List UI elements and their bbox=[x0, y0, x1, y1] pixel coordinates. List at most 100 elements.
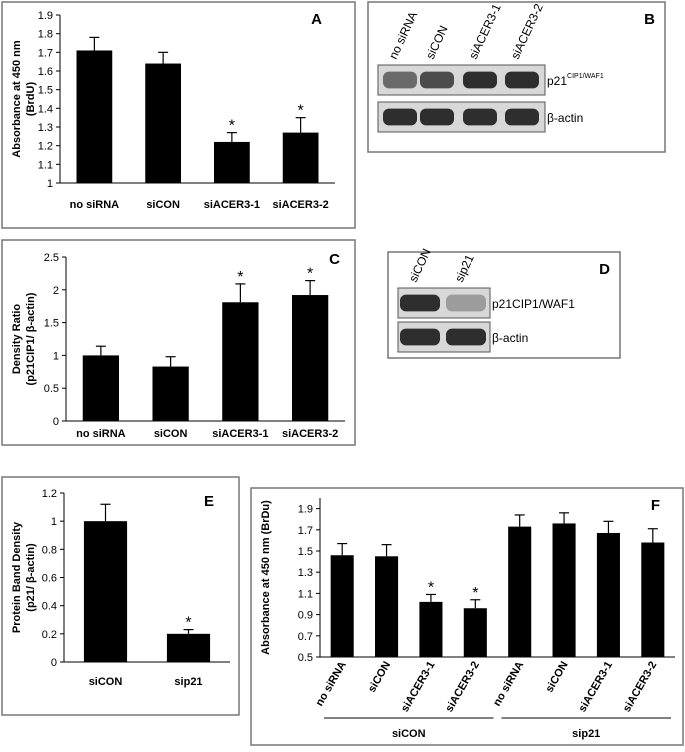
lane-label: no siRNA bbox=[386, 9, 420, 61]
x-tick-label: siCON bbox=[366, 659, 393, 694]
bar bbox=[145, 63, 181, 183]
bar bbox=[596, 532, 620, 657]
bar bbox=[214, 141, 250, 183]
x-tick-label: siACER3-2 bbox=[273, 199, 329, 211]
blot-band bbox=[505, 71, 539, 89]
x-tick-label: siCON bbox=[543, 659, 570, 694]
significance-star: * bbox=[185, 615, 191, 632]
blot-band bbox=[505, 108, 539, 126]
panel-border bbox=[1, 239, 356, 446]
y-tick-label: 1.4 bbox=[38, 103, 53, 115]
bar bbox=[552, 523, 576, 657]
significance-star: * bbox=[307, 266, 313, 283]
blot-band bbox=[463, 71, 497, 89]
y-tick-label: 0 bbox=[53, 416, 59, 428]
band-name: p21 bbox=[547, 74, 567, 88]
band-label: β-actin bbox=[492, 331, 528, 345]
panel-letter: D bbox=[599, 261, 610, 278]
band-superscript: CIP1/WAF1 bbox=[567, 73, 604, 80]
lane-label: siACER3-1 bbox=[466, 1, 504, 61]
panel-border bbox=[250, 487, 684, 746]
band-name: β-actin bbox=[547, 111, 583, 125]
y-tick-label: 0 bbox=[51, 657, 57, 669]
bar bbox=[83, 521, 128, 662]
bar bbox=[508, 526, 532, 657]
y-tick-label: 1.3 bbox=[298, 567, 313, 579]
y-tick-label: 1.2 bbox=[38, 141, 53, 153]
significance-star: * bbox=[298, 103, 304, 120]
y-tick-label: 1.3 bbox=[38, 122, 53, 134]
y-tick-label: 0.5 bbox=[44, 383, 59, 395]
panel-letter: F bbox=[651, 497, 660, 514]
group-label: sip21 bbox=[572, 728, 600, 740]
y-tick-label: 0.4 bbox=[42, 601, 57, 613]
panel-letter: B bbox=[644, 11, 655, 28]
group-label: siCON bbox=[392, 728, 426, 740]
x-tick-label: siACER3-1 bbox=[204, 199, 260, 211]
y-tick-label: 1.2 bbox=[42, 488, 57, 500]
y-tick-label: 1 bbox=[47, 178, 53, 190]
y-tick-label: 0.5 bbox=[298, 652, 313, 664]
y-tick-label: 0.7 bbox=[298, 631, 313, 643]
panel-letter: C bbox=[329, 251, 340, 268]
bar bbox=[375, 556, 399, 657]
significance-star: * bbox=[237, 269, 243, 286]
x-tick-label: no siRNA bbox=[491, 659, 526, 708]
y-tick-label: 2.5 bbox=[44, 252, 59, 264]
y-tick-label: 1.6 bbox=[38, 66, 53, 78]
panel-border bbox=[1, 1, 356, 229]
blot-band bbox=[420, 108, 454, 126]
x-tick-label: no siRNA bbox=[314, 659, 349, 708]
blot-band bbox=[400, 294, 440, 312]
y-tick-label: 1.7 bbox=[298, 525, 313, 537]
y-tick-label: 1.8 bbox=[38, 29, 53, 41]
lane-label: sip21 bbox=[452, 252, 477, 284]
x-tick-label: siCON bbox=[89, 676, 123, 688]
y-tick-label: 1.9 bbox=[298, 504, 313, 516]
bar bbox=[463, 608, 487, 657]
y-axis-label: Protein Band Density bbox=[11, 521, 23, 633]
bar bbox=[291, 295, 329, 421]
bar bbox=[76, 50, 113, 183]
panel-letter: E bbox=[204, 493, 214, 510]
band-name: β-actin bbox=[492, 331, 528, 345]
y-tick-label: 1.5 bbox=[38, 85, 53, 97]
x-tick-label: siACER3-2 bbox=[282, 428, 338, 440]
lane-label: siCON bbox=[423, 23, 451, 61]
x-tick-label: siACER3-1 bbox=[399, 660, 438, 715]
y-axis-label: Density Ratio bbox=[11, 304, 23, 375]
y-tick-label: 0.2 bbox=[42, 629, 57, 641]
x-tick-label: siACER3-2 bbox=[443, 660, 482, 715]
blot-band bbox=[383, 108, 417, 126]
band-name: p21CIP1/WAF1 bbox=[492, 297, 575, 311]
x-tick-label: siACER3-1 bbox=[577, 660, 616, 715]
panel-border bbox=[367, 1, 666, 153]
blot-band bbox=[383, 71, 417, 89]
y-axis-label: (p21/ β-actin) bbox=[25, 543, 37, 612]
y-tick-label: 2 bbox=[53, 285, 59, 297]
x-tick-label: siACER3-1 bbox=[212, 428, 268, 440]
panel-border bbox=[1, 476, 240, 716]
y-tick-label: 1.7 bbox=[38, 47, 53, 59]
blot-band bbox=[463, 108, 497, 126]
band-label: β-actin bbox=[547, 111, 583, 125]
x-tick-label: siCON bbox=[146, 199, 180, 211]
significance-star: * bbox=[428, 579, 434, 596]
panel-border bbox=[387, 251, 621, 359]
y-tick-label: 1.1 bbox=[298, 588, 313, 600]
bar bbox=[222, 302, 259, 421]
blot-band bbox=[446, 328, 486, 346]
bar bbox=[282, 132, 319, 183]
blot-band bbox=[446, 294, 486, 312]
x-tick-label: sip21 bbox=[174, 676, 202, 688]
y-axis-label: (p21CIP1/ β-actin) bbox=[25, 292, 37, 385]
y-tick-label: 1.9 bbox=[38, 10, 53, 22]
y-tick-label: 1 bbox=[51, 516, 57, 528]
lane-label: siACER3-2 bbox=[508, 1, 546, 61]
x-tick-label: no siRNA bbox=[76, 428, 126, 440]
band-label: p21CIP1/WAF1 bbox=[547, 73, 604, 88]
y-tick-label: 0.9 bbox=[298, 610, 313, 622]
blot-band bbox=[420, 71, 454, 89]
bar bbox=[419, 601, 443, 657]
